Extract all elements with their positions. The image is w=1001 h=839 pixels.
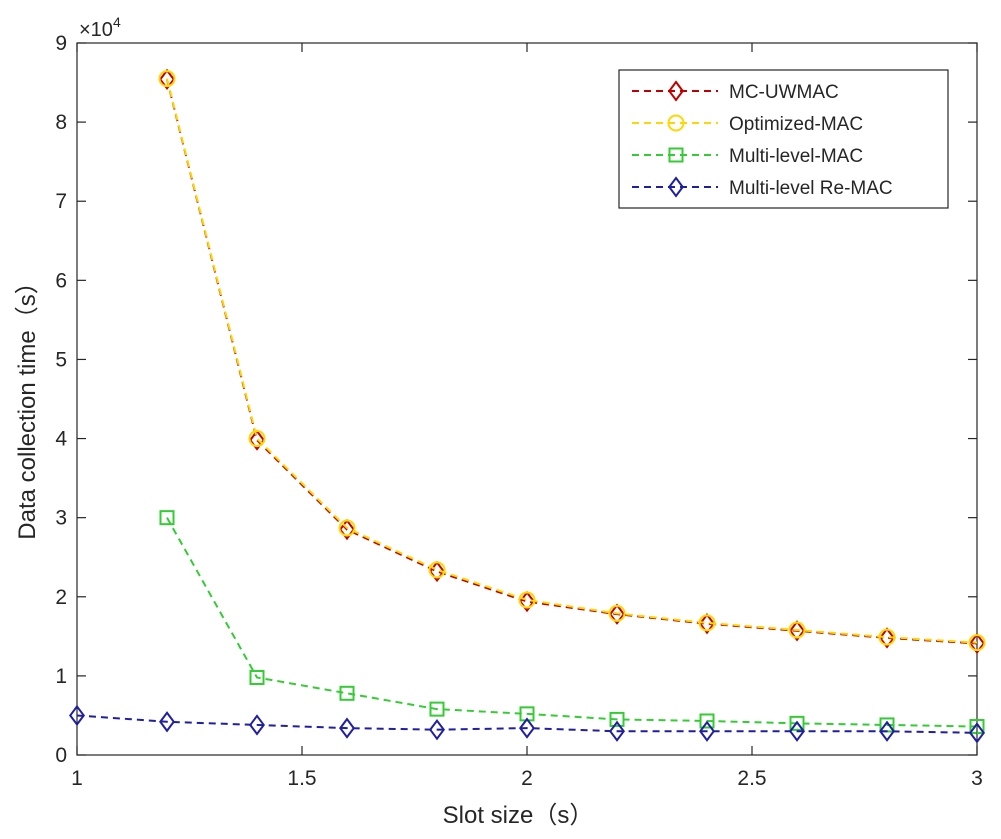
data-point (969, 722, 985, 744)
data-point (969, 719, 985, 735)
data-point (878, 628, 896, 646)
series-multi-level-re-mac (69, 704, 985, 744)
data-point (249, 669, 265, 685)
legend-box (618, 69, 949, 209)
legend-label: Optimized-MAC (729, 114, 863, 135)
legend-label: Multi-level Re-MAC (729, 178, 893, 199)
y-tick-label: 4 (55, 428, 67, 451)
data-point (879, 720, 895, 742)
y-tick-label: 0 (55, 744, 67, 767)
x-axis: 1 1.5 2 2.5 3 (71, 43, 983, 790)
y-axis: 0 1 2 3 4 5 6 7 8 9 (55, 32, 977, 767)
data-point (609, 603, 625, 625)
y-tick-label: 1 (55, 665, 67, 688)
data-point (429, 701, 445, 717)
y-tick-label: 6 (55, 269, 67, 292)
data-point (789, 620, 805, 642)
y-tick-label: 2 (55, 586, 67, 609)
legend-marker (668, 147, 684, 163)
x-tick-label: 2.5 (737, 767, 766, 790)
data-point (519, 717, 535, 739)
series-multi-level-mac (159, 510, 985, 735)
series-layer (69, 68, 986, 744)
y-tick-label: 8 (55, 111, 67, 134)
legend-marker (668, 176, 684, 198)
y-tick-label: 7 (55, 190, 67, 213)
legend-label: MC-UWMAC (729, 82, 839, 103)
data-point (789, 715, 805, 731)
series-line-multi-level-mac (166, 517, 978, 728)
data-point (608, 604, 626, 622)
data-point (609, 711, 625, 727)
data-point (158, 70, 176, 88)
x-tick-label: 1 (71, 767, 83, 790)
legend-label: Multi-level-MAC (729, 146, 863, 167)
data-point (339, 518, 355, 541)
legend-item-multi-level-mac: Multi-level-MAC (632, 146, 863, 167)
data-point (159, 711, 175, 733)
y-tick-label: 5 (55, 348, 67, 371)
data-point (968, 634, 986, 652)
data-point (788, 621, 806, 639)
data-point (429, 719, 445, 741)
y-axis-title: Data collection time（s） (14, 270, 41, 539)
x-tick-label: 3 (971, 767, 983, 790)
data-point (69, 704, 85, 727)
data-point (518, 591, 536, 609)
data-point (609, 720, 625, 742)
data-point (339, 685, 355, 701)
data-point (428, 561, 446, 579)
legend-item-optimized-mac: Optimized-MAC (632, 114, 863, 135)
data-point (879, 627, 895, 649)
data-point (699, 613, 715, 635)
y-tick-label: 3 (55, 507, 67, 530)
data-point (699, 720, 715, 742)
data-point (338, 519, 356, 537)
series-optimized-mac (158, 70, 986, 652)
data-point (159, 510, 175, 526)
legend-marker (668, 80, 684, 102)
series-line-optimized-mac (166, 78, 978, 644)
series-line-multi-level-re-mac (76, 714, 978, 734)
x-tick-label: 1.5 (287, 767, 316, 790)
data-point (249, 714, 265, 736)
legend: MC-UWMAC Optimized-MAC Multi-level-MAC Mult… (618, 69, 949, 209)
legend-marker (667, 114, 685, 132)
data-point (699, 713, 715, 729)
y-exponent-power: 4 (113, 14, 121, 30)
data-point (248, 430, 266, 448)
data-point (789, 720, 805, 742)
y-tick-label: 9 (55, 32, 67, 55)
legend-item-mc-uwmac: MC-UWMAC (632, 80, 839, 103)
data-point (339, 717, 355, 739)
data-point (969, 632, 985, 655)
data-point (698, 614, 716, 632)
x-axis-title: Slot size（s） (443, 802, 594, 829)
data-point (159, 68, 175, 91)
data-point (249, 429, 265, 451)
x-tick-label: 2 (521, 767, 533, 790)
y-exponent-label: ×104 (79, 14, 121, 41)
legend-item-multi-level-re-mac: Multi-level Re-MAC (632, 176, 893, 199)
